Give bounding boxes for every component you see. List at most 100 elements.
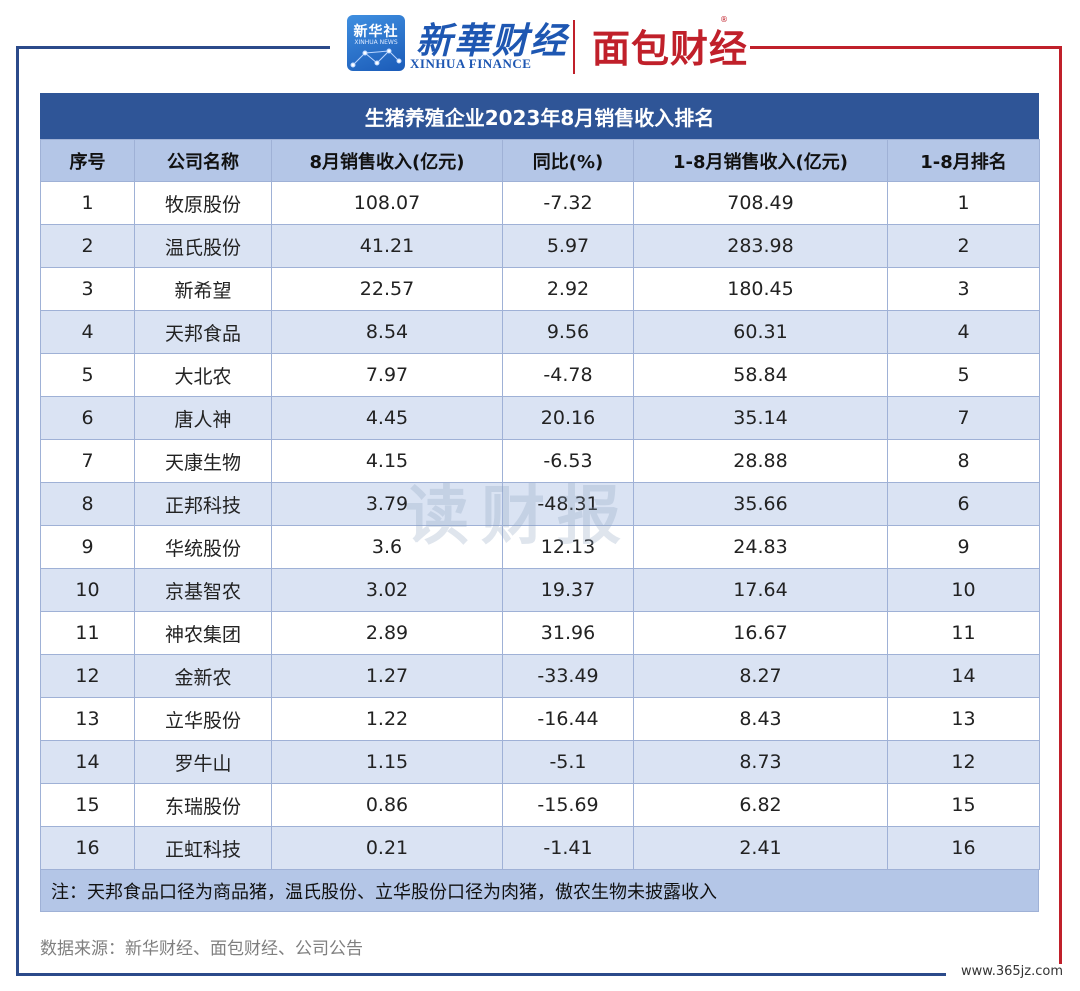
table-cell: 7 [887, 396, 1040, 440]
table-cell: 天邦食品 [134, 310, 272, 354]
table-row: 8 正邦科技 3.79 -48.31 35.66 6 [40, 482, 1040, 526]
table-cell: 6 [40, 396, 135, 440]
table-cell: 60.31 [633, 310, 888, 354]
table-cell: 11 [40, 611, 135, 655]
table-cell: 8.73 [633, 740, 888, 784]
column-header: 1-8月销售收入(亿元) [633, 139, 888, 182]
frame-line-top-right [750, 46, 1062, 49]
table-cell: 8 [887, 439, 1040, 483]
table-row: 1 牧原股份 108.07 -7.32 708.49 1 [40, 181, 1040, 225]
table-cell: 11 [887, 611, 1040, 655]
column-header: 同比(%) [502, 139, 634, 182]
table-row: 6 唐人神 4.45 20.16 35.14 7 [40, 396, 1040, 440]
table-row: 5 大北农 7.97 -4.78 58.84 5 [40, 353, 1040, 397]
table-cell: 2.92 [502, 267, 634, 311]
logo-badge-cn: 新华社 [353, 24, 399, 40]
table-cell: 6 [887, 482, 1040, 526]
table-cell: 31.96 [502, 611, 634, 655]
table-row: 7 天康生物 4.15 -6.53 28.88 8 [40, 439, 1040, 483]
table-cell: 4.45 [271, 396, 503, 440]
table-cell: 1.22 [271, 697, 503, 741]
table-cell: 16 [887, 826, 1040, 870]
table-cell: 4 [887, 310, 1040, 354]
frame-line-bottom [16, 973, 946, 976]
table-cell: 牧原股份 [134, 181, 272, 225]
xinhua-finance-brand-en: XINHUA FINANCE [410, 56, 532, 71]
table-cell: 12.13 [502, 525, 634, 569]
table-cell: 8.54 [271, 310, 503, 354]
table-cell: 108.07 [271, 181, 503, 225]
table-cell: 1 [887, 181, 1040, 225]
column-header: 1-8月排名 [887, 139, 1040, 182]
table-cell: 8 [40, 482, 135, 526]
table-cell: 1.15 [271, 740, 503, 784]
table-row: 13 立华股份 1.22 -16.44 8.43 13 [40, 697, 1040, 741]
revenue-ranking-table: 生猪养殖企业2023年8月销售收入排名 序号 公司名称 8月销售收入(亿元) 同… [40, 93, 1040, 912]
table-title: 生猪养殖企业2023年8月销售收入排名 [40, 93, 1039, 139]
table-row: 16 正虹科技 0.21 -1.41 2.41 16 [40, 826, 1040, 870]
data-source: 数据来源：新华财经、面包财经、公司公告 [40, 939, 363, 959]
table-cell: 20.16 [502, 396, 634, 440]
table-cell: 180.45 [633, 267, 888, 311]
mianbao-finance-brand: 面包财经 [592, 27, 749, 71]
registered-mark: ® [720, 15, 728, 24]
table-header-row: 序号 公司名称 8月销售收入(亿元) 同比(%) 1-8月销售收入(亿元) 1-… [40, 139, 1040, 182]
site-watermark: www.365jz.com [958, 964, 1066, 979]
table-cell: -15.69 [502, 783, 634, 827]
table-cell: 22.57 [271, 267, 503, 311]
table-cell: 14 [887, 654, 1040, 698]
table-cell: 17.64 [633, 568, 888, 612]
table-cell: 5 [40, 353, 135, 397]
table-cell: 2 [40, 224, 135, 268]
table-cell: 5 [887, 353, 1040, 397]
table-cell: 2.89 [271, 611, 503, 655]
logo-badge-en: XINHUA NEWS [354, 39, 398, 46]
table-row: 11 神农集团 2.89 31.96 16.67 11 [40, 611, 1040, 655]
table-cell: 708.49 [633, 181, 888, 225]
table-cell: 10 [40, 568, 135, 612]
table-cell: 神农集团 [134, 611, 272, 655]
table-cell: -33.49 [502, 654, 634, 698]
table-cell: 7 [40, 439, 135, 483]
table-cell: 41.21 [271, 224, 503, 268]
table-cell: 唐人神 [134, 396, 272, 440]
table-cell: -48.31 [502, 482, 634, 526]
table-cell: -16.44 [502, 697, 634, 741]
network-icon [350, 48, 402, 68]
table-cell: -1.41 [502, 826, 634, 870]
table-cell: 35.14 [633, 396, 888, 440]
table-row: 4 天邦食品 8.54 9.56 60.31 4 [40, 310, 1040, 354]
table-row: 2 温氏股份 41.21 5.97 283.98 2 [40, 224, 1040, 268]
table-cell: 13 [887, 697, 1040, 741]
table-row: 12 金新农 1.27 -33.49 8.27 14 [40, 654, 1040, 698]
table-cell: -4.78 [502, 353, 634, 397]
table-cell: 3 [40, 267, 135, 311]
table-row: 15 东瑞股份 0.86 -15.69 6.82 15 [40, 783, 1040, 827]
frame-line-top-left [16, 46, 330, 49]
table-cell: 6.82 [633, 783, 888, 827]
table-cell: 10 [887, 568, 1040, 612]
table-cell: 华统股份 [134, 525, 272, 569]
table-cell: 温氏股份 [134, 224, 272, 268]
table-cell: 58.84 [633, 353, 888, 397]
table-cell: 19.37 [502, 568, 634, 612]
table-cell: 2.41 [633, 826, 888, 870]
table-cell: -5.1 [502, 740, 634, 784]
table-cell: 罗牛山 [134, 740, 272, 784]
table-cell: 东瑞股份 [134, 783, 272, 827]
table-cell: 正虹科技 [134, 826, 272, 870]
table-cell: 3.79 [271, 482, 503, 526]
table-cell: 2 [887, 224, 1040, 268]
table-cell: 9.56 [502, 310, 634, 354]
table-cell: 0.21 [271, 826, 503, 870]
table-cell: 14 [40, 740, 135, 784]
table-row: 10 京基智农 3.02 19.37 17.64 10 [40, 568, 1040, 612]
table-cell: 1 [40, 181, 135, 225]
column-header: 序号 [40, 139, 135, 182]
table-cell: 13 [40, 697, 135, 741]
xinhua-finance-brand: 新華财经 [416, 20, 569, 62]
frame-line-right [1059, 46, 1062, 976]
table-cell: 283.98 [633, 224, 888, 268]
table-cell: 24.83 [633, 525, 888, 569]
table-cell: 15 [887, 783, 1040, 827]
